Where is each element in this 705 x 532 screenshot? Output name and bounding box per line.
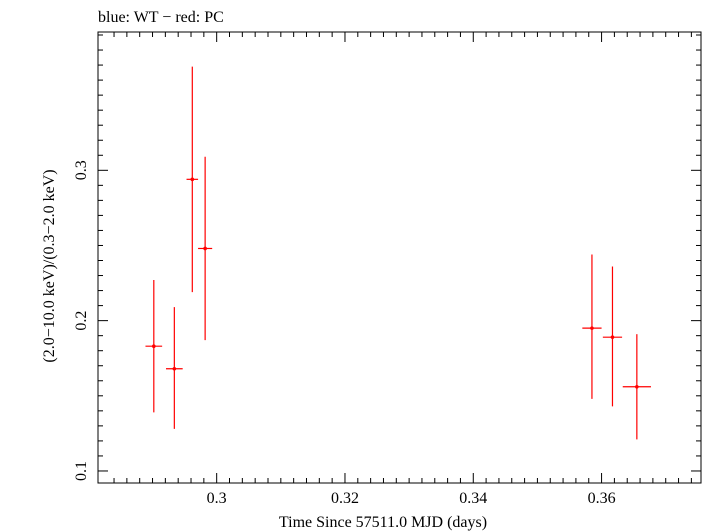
- data-point: [622, 334, 651, 440]
- x-tick-label: 0.3: [207, 490, 227, 507]
- y-tick-label: 0.2: [73, 311, 90, 331]
- plot-frame: [97, 31, 702, 484]
- point-marker: [590, 326, 594, 330]
- y-axis-label: (2.0−10.0 keV)/(0.3−2.0 keV): [41, 169, 58, 362]
- data-point: [198, 156, 213, 341]
- point-marker: [190, 177, 195, 182]
- axis-tick-labels: 0.3 0.32 0.34 0.36 0.1 0.2 0.3: [73, 160, 616, 507]
- point-marker: [635, 384, 639, 389]
- point-marker: [172, 366, 177, 371]
- point-marker: [203, 246, 207, 251]
- y-tick-label: 0.3: [73, 160, 90, 180]
- chart-title: blue: WT − red: PC: [98, 9, 224, 26]
- data-point: [602, 266, 623, 407]
- data-point: [186, 66, 199, 293]
- x-axis-label: Time Since 57511.0 MJD (days): [279, 514, 487, 531]
- y-tick-label: 0.1: [73, 461, 90, 481]
- x-tick-label: 0.34: [459, 490, 487, 507]
- data-point: [145, 280, 163, 413]
- x-tick-label: 0.36: [588, 490, 616, 507]
- point-marker: [610, 335, 615, 339]
- data-point: [165, 307, 183, 429]
- x-tick-label: 0.32: [331, 490, 359, 507]
- data-point: [582, 254, 602, 399]
- axis-ticks: [98, 32, 701, 483]
- data-points: [145, 66, 651, 440]
- point-marker: [152, 344, 156, 348]
